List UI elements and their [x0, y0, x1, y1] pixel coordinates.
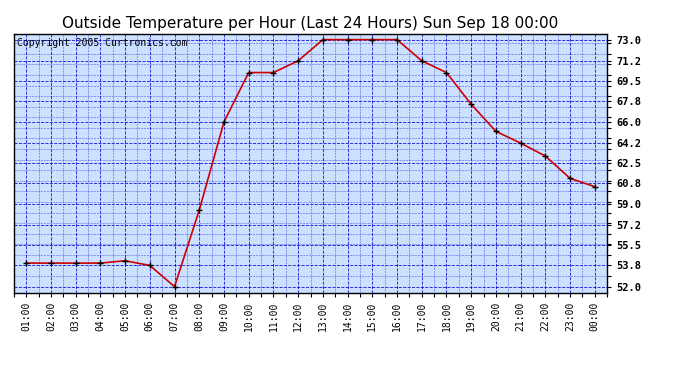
Title: Outside Temperature per Hour (Last 24 Hours) Sun Sep 18 00:00: Outside Temperature per Hour (Last 24 Ho…: [62, 16, 559, 31]
Text: Copyright 2005 Curtronics.com: Copyright 2005 Curtronics.com: [17, 38, 187, 48]
